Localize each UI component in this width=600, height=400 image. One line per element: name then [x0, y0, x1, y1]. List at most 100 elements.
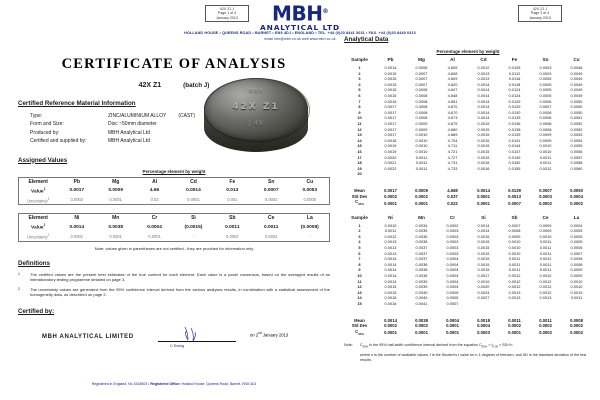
- table-row: 2 0.0015 0.0007 4.608 0.0013 0.0112 0.0003 0.00…: [344, 70, 592, 76]
- data-cell: 0.0008: [539, 121, 552, 127]
- data-cell: 0.0015: [384, 87, 397, 93]
- data-cell: 0.0017: [384, 115, 397, 121]
- data-cell: 0.0011: [415, 160, 428, 166]
- data-cell: 0.0144: [508, 143, 521, 149]
- data-cell: 0.0021: [384, 160, 397, 166]
- data-cell: 0.0015: [477, 121, 490, 127]
- table-row: 9 0.0017 0.0008 4.670 0.0014 0.0130 0.0008 0.00…: [344, 110, 592, 116]
- data-cell: 4.651: [447, 98, 458, 104]
- data-cell: 0.0060: [570, 165, 583, 171]
- stat-cell: 0.0002: [384, 323, 397, 329]
- data-cell: 0.0008: [415, 87, 428, 93]
- sample-number: 8: [358, 104, 361, 110]
- data-cell: 0.0013: [539, 295, 552, 301]
- crm-value-supplier: MBH Analytical Ltd: [108, 138, 150, 145]
- data-cell: 0.0015: [384, 76, 397, 82]
- data-cell: 0.0003: [446, 250, 459, 256]
- data-cell: 0.0057: [570, 154, 583, 160]
- col-head-al: Al: [450, 57, 455, 63]
- sample-number: 11: [357, 121, 362, 127]
- signature-block: MBH ANALYTICAL LIMITED C Ewing on 2nd Ja…: [18, 325, 330, 355]
- doc-ref-right-line2: Page 3 of 4: [530, 11, 550, 16]
- sample-number: 6: [358, 250, 361, 256]
- data-cell: 0.0017: [384, 121, 397, 127]
- signature-company: MBH ANALYTICAL LIMITED: [42, 334, 134, 341]
- cell-value-cu: 0.0053: [302, 188, 318, 194]
- definition-item-2: 2 The uncertainty values are generated f…: [18, 287, 330, 298]
- cell-value-sn: 0.0007: [263, 188, 279, 194]
- data-cell: 0.0038: [415, 273, 428, 279]
- c95-note: Note: C95% is the 95% half-width confide…: [344, 343, 592, 363]
- c95-note-label: Note:: [344, 343, 353, 348]
- data-cell: 0.0005: [539, 81, 552, 87]
- formula-eq: = t: [487, 343, 493, 348]
- data-cell: 4.711: [447, 143, 458, 149]
- data-cell: 0.0005: [570, 228, 583, 234]
- data-cell: 0.0016: [384, 295, 397, 301]
- data-cell: 0.0112: [508, 70, 521, 76]
- data-cell: 0.0005: [570, 239, 583, 245]
- sample-number: 13: [357, 132, 362, 138]
- data-cell: 0.0009: [415, 121, 428, 127]
- table-row: 6 0.0015 0.0008 4.648 0.0014 0.0124 0.0005 0.00…: [344, 93, 592, 99]
- logo-tagline: ANALYTICAL LTD: [259, 22, 340, 32]
- col-head-sample: Sample: [351, 57, 368, 63]
- data-cell: 0.0124: [508, 93, 521, 99]
- stat-cell: 0.0050: [570, 188, 583, 194]
- page-header: MBH® ANALYTICAL LTD 42X Z1 J Page 1 of 4…: [0, 0, 600, 48]
- col-head-si: Si: [191, 215, 196, 222]
- sample-number: 15: [357, 300, 362, 306]
- table-row: 13 0.0015 0.0040 0.0005 0.0024 0.0013 0.0012 0.…: [344, 290, 592, 296]
- data-cell: 0.0038: [415, 267, 428, 273]
- sample-number: 17: [357, 154, 362, 160]
- data-cell: 4.675: [447, 121, 458, 127]
- handwritten-signature: [184, 326, 196, 342]
- formula-t-sub: 0.05: [492, 344, 498, 349]
- data-cell: 0.0015: [384, 289, 397, 295]
- data-cell: 0.0129: [508, 104, 521, 110]
- sample-number: 11: [357, 278, 362, 284]
- data-cell: 0.0005: [539, 87, 552, 93]
- stat-cell: 0.0004: [570, 193, 583, 199]
- data-cell: 0.0016: [384, 98, 397, 104]
- data-cell: 0.0012: [477, 65, 490, 71]
- stat-cell: 0.0013: [508, 193, 521, 199]
- stat-cell: 0.0002: [570, 330, 583, 336]
- col-head-mn: Mn: [112, 215, 120, 222]
- data-cell: 0.0139: [508, 132, 521, 138]
- table-row: 6 0.0013 0.0037 0.0003 0.0015 0.0010 0.0011 0.0…: [344, 250, 592, 256]
- logo-wordmark: MBH®: [0, 2, 600, 24]
- data-cell: 0.0010: [415, 132, 428, 138]
- data-cell: 0.0011: [508, 261, 521, 267]
- col-head-mn: Mn: [418, 214, 425, 220]
- col-head-cd: Cd: [480, 57, 487, 63]
- data-cell: 0.0007: [570, 250, 583, 256]
- data-cell: 0.0010: [415, 137, 428, 143]
- table-row: 9 0.0014 0.0038 0.0004 0.0015 0.0011 0.0011 0.0…: [344, 267, 592, 273]
- data-cell: 0.0008: [570, 256, 583, 262]
- data-cell: 0.0010: [570, 278, 583, 284]
- parentheses-note: Note: values given in parentheses are no…: [94, 245, 254, 251]
- table-row: 5 0.0013 0.0037 0.0003 0.0015 0.0010 0.0011 0.0…: [344, 245, 592, 251]
- sample-number: 2: [358, 70, 361, 76]
- table-row-stat: Mean 0.0014 0.0038 0.0004 0.0018 0.0011 0.0011…: [344, 314, 592, 323]
- data-cell: 0.0004: [446, 273, 459, 279]
- col-head-pb: Pb: [387, 57, 394, 63]
- stat-cell: 0.0002: [570, 200, 583, 206]
- table-row: 15 0.0019 0.0010 4.711 0.0015 0.0144 0.0010 0.0…: [344, 143, 592, 149]
- data-cell: 0.0124: [508, 87, 521, 93]
- data-cell: 0.0138: [508, 126, 521, 132]
- data-cell: 0.0007: [508, 222, 521, 228]
- data-cell: 0.0009: [539, 132, 552, 138]
- stat-cell: 0.0007: [539, 188, 552, 194]
- address-line-1: HOLLAND HOUSE • QUEENS ROAD • BARNET • E…: [184, 31, 416, 35]
- data-cell: 4.670: [447, 109, 458, 115]
- crm-info-heading: Certified Reference Material Information: [18, 100, 136, 107]
- data-cell: 0.0014: [384, 261, 397, 267]
- stat-cell: 0.0018: [477, 317, 490, 323]
- crm-label-form: Form and Size:: [30, 121, 64, 128]
- col-head-sample: Sample: [351, 214, 368, 220]
- crm-row-producer: Produced by: MBH Analytical Ltd: [18, 129, 330, 137]
- data-cell: 0.0014: [384, 256, 397, 262]
- sample-number: 15: [357, 143, 362, 149]
